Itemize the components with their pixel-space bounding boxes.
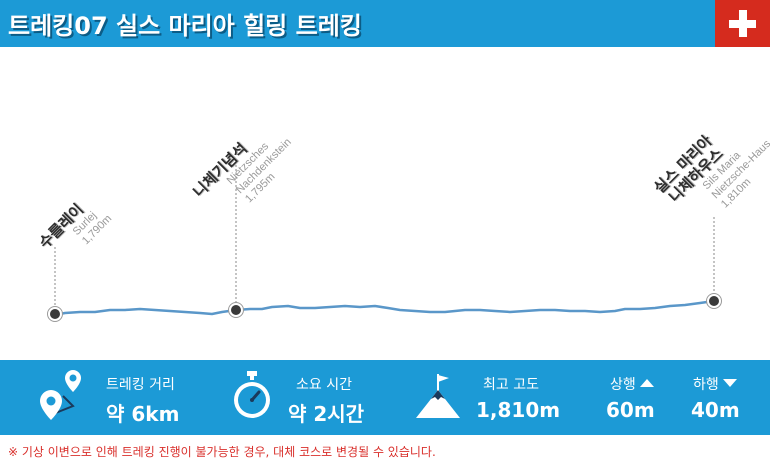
waypoint-dot-sils-maria [707, 294, 721, 308]
stopwatch-icon [234, 371, 270, 418]
route-pin-icon [40, 370, 81, 420]
distance-label: 트레킹 거리 [106, 377, 175, 393]
mountain-flag-icon [416, 374, 460, 418]
duration-label: 소요 시간 [296, 377, 352, 393]
stats-bar: 트레킹 거리 약 6km 소요 시간 약 2시간 최고 고도 1,810m 상행… [0, 360, 770, 435]
weather-notice: ※ 기상 이변으로 인해 트레킹 진행이 불가능한 경우, 대체 코스로 변경될… [8, 445, 436, 459]
altitude-label: 최고 고도 [483, 377, 539, 393]
waypoint-dot-surlej [48, 307, 62, 321]
arrow-up-icon [639, 379, 654, 387]
elevation-line [54, 299, 715, 317]
waypoint-dot-nietzsche-stone [229, 303, 243, 317]
distance-value: 약 6km [106, 402, 180, 426]
header-bar: 트레킹07 실스 마리아 힐링 트레킹 [0, 0, 770, 47]
duration-value: 약 2시간 [288, 402, 365, 426]
elevation-profile: 수를레이 Surlej 1,790m 니체기념석 Nietzsches Nach… [0, 47, 770, 360]
altitude-value: 1,810m [476, 398, 561, 422]
arrow-down-icon [722, 379, 737, 387]
ascent-value: 60m [606, 398, 655, 422]
descent-label: 하행 [693, 374, 737, 394]
swiss-flag-icon [715, 0, 770, 47]
ascent-label: 상행 [610, 374, 654, 394]
elevation-profile-graphic [47, 165, 722, 322]
page-title: 트레킹07 실스 마리아 힐링 트레킹 [8, 12, 362, 40]
descent-value: 40m [691, 398, 740, 422]
